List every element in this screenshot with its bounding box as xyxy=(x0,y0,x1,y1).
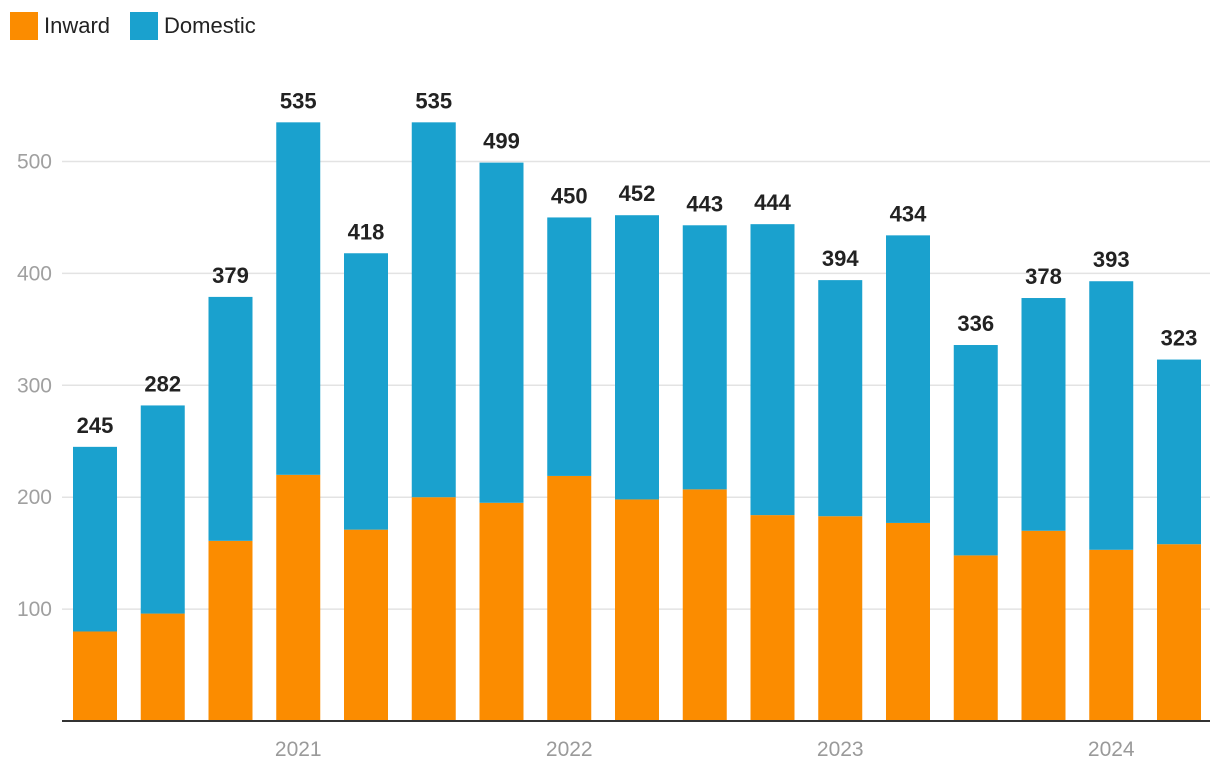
legend-label-inward: Inward xyxy=(44,13,111,38)
bar-inward-12 xyxy=(886,522,930,721)
bar-domestic-3 xyxy=(276,122,321,475)
bar-domestic-8 xyxy=(615,215,659,500)
total-label-7: 450 xyxy=(551,183,588,208)
bar-inward-10 xyxy=(750,515,795,721)
total-label-4: 418 xyxy=(348,219,385,244)
bars xyxy=(73,122,1201,721)
total-label-15: 393 xyxy=(1093,247,1130,272)
x-tick-label-2023: 2023 xyxy=(817,738,864,761)
bar-inward-5 xyxy=(411,497,456,721)
bar-domestic-4 xyxy=(344,253,388,530)
y-tick-label-300: 300 xyxy=(17,374,52,397)
bar-domestic-2 xyxy=(208,296,253,541)
total-label-1: 282 xyxy=(144,371,181,396)
bar-domestic-0 xyxy=(73,446,117,632)
bar-domestic-1 xyxy=(140,405,185,614)
bar-domestic-9 xyxy=(682,225,727,490)
bar-inward-8 xyxy=(615,499,659,721)
legend-item-inward[interactable]: Inward xyxy=(10,12,110,40)
total-label-0: 245 xyxy=(77,413,114,438)
total-label-3: 535 xyxy=(280,88,317,113)
bar-domestic-13 xyxy=(953,345,998,556)
bar-domestic-14 xyxy=(1021,298,1066,531)
axes: 100 200 300 400 500 2021 2022 2023 2024 xyxy=(17,151,1210,761)
legend-swatch-inward xyxy=(10,12,38,40)
bar-inward-6 xyxy=(479,502,524,721)
bar-domestic-5 xyxy=(411,122,456,498)
bar-inward-1 xyxy=(140,613,185,721)
bar-inward-2 xyxy=(208,540,253,721)
total-label-14: 378 xyxy=(1025,264,1062,289)
legend-item-domestic[interactable]: Domestic xyxy=(130,12,256,40)
bar-inward-14 xyxy=(1021,530,1066,721)
total-label-5: 535 xyxy=(415,88,452,113)
total-label-9: 443 xyxy=(686,191,723,216)
bar-domestic-11 xyxy=(818,280,863,517)
bar-domestic-16 xyxy=(1157,359,1201,545)
total-label-11: 394 xyxy=(822,246,859,271)
bar-domestic-7 xyxy=(547,217,592,476)
x-tick-label-2021: 2021 xyxy=(275,738,322,761)
x-tick-label-2024: 2024 xyxy=(1088,738,1135,761)
bar-domestic-12 xyxy=(886,235,930,523)
bar-inward-0 xyxy=(73,631,117,721)
total-label-2: 379 xyxy=(212,263,249,288)
total-label-16: 323 xyxy=(1161,326,1198,351)
legend: Inward Domestic xyxy=(10,12,256,40)
y-tick-label-200: 200 xyxy=(17,486,52,509)
bar-inward-15 xyxy=(1089,549,1134,721)
bar-inward-9 xyxy=(682,489,727,721)
total-label-10: 444 xyxy=(754,190,791,215)
y-tick-label-400: 400 xyxy=(17,262,52,285)
data-labels: 245 282 379 535 418 535 499 450 452 443 444 394 434 3… xyxy=(77,88,1198,438)
bar-inward-4 xyxy=(344,529,388,721)
bar-inward-7 xyxy=(547,475,592,721)
bar-inward-3 xyxy=(276,474,321,721)
bar-domestic-10 xyxy=(750,224,795,516)
y-tick-label-500: 500 xyxy=(17,151,52,174)
total-label-8: 452 xyxy=(619,181,656,206)
y-tick-label-100: 100 xyxy=(17,598,52,621)
bar-domestic-15 xyxy=(1089,281,1134,550)
legend-label-domestic: Domestic xyxy=(164,13,256,38)
total-label-12: 434 xyxy=(890,201,927,226)
total-label-6: 499 xyxy=(483,129,520,154)
bar-inward-11 xyxy=(818,516,863,721)
total-label-13: 336 xyxy=(957,311,994,336)
bar-inward-13 xyxy=(953,555,998,721)
bar-domestic-6 xyxy=(479,162,524,503)
x-tick-label-2022: 2022 xyxy=(546,738,593,761)
legend-swatch-domestic xyxy=(130,12,159,40)
bar-inward-16 xyxy=(1157,544,1201,721)
